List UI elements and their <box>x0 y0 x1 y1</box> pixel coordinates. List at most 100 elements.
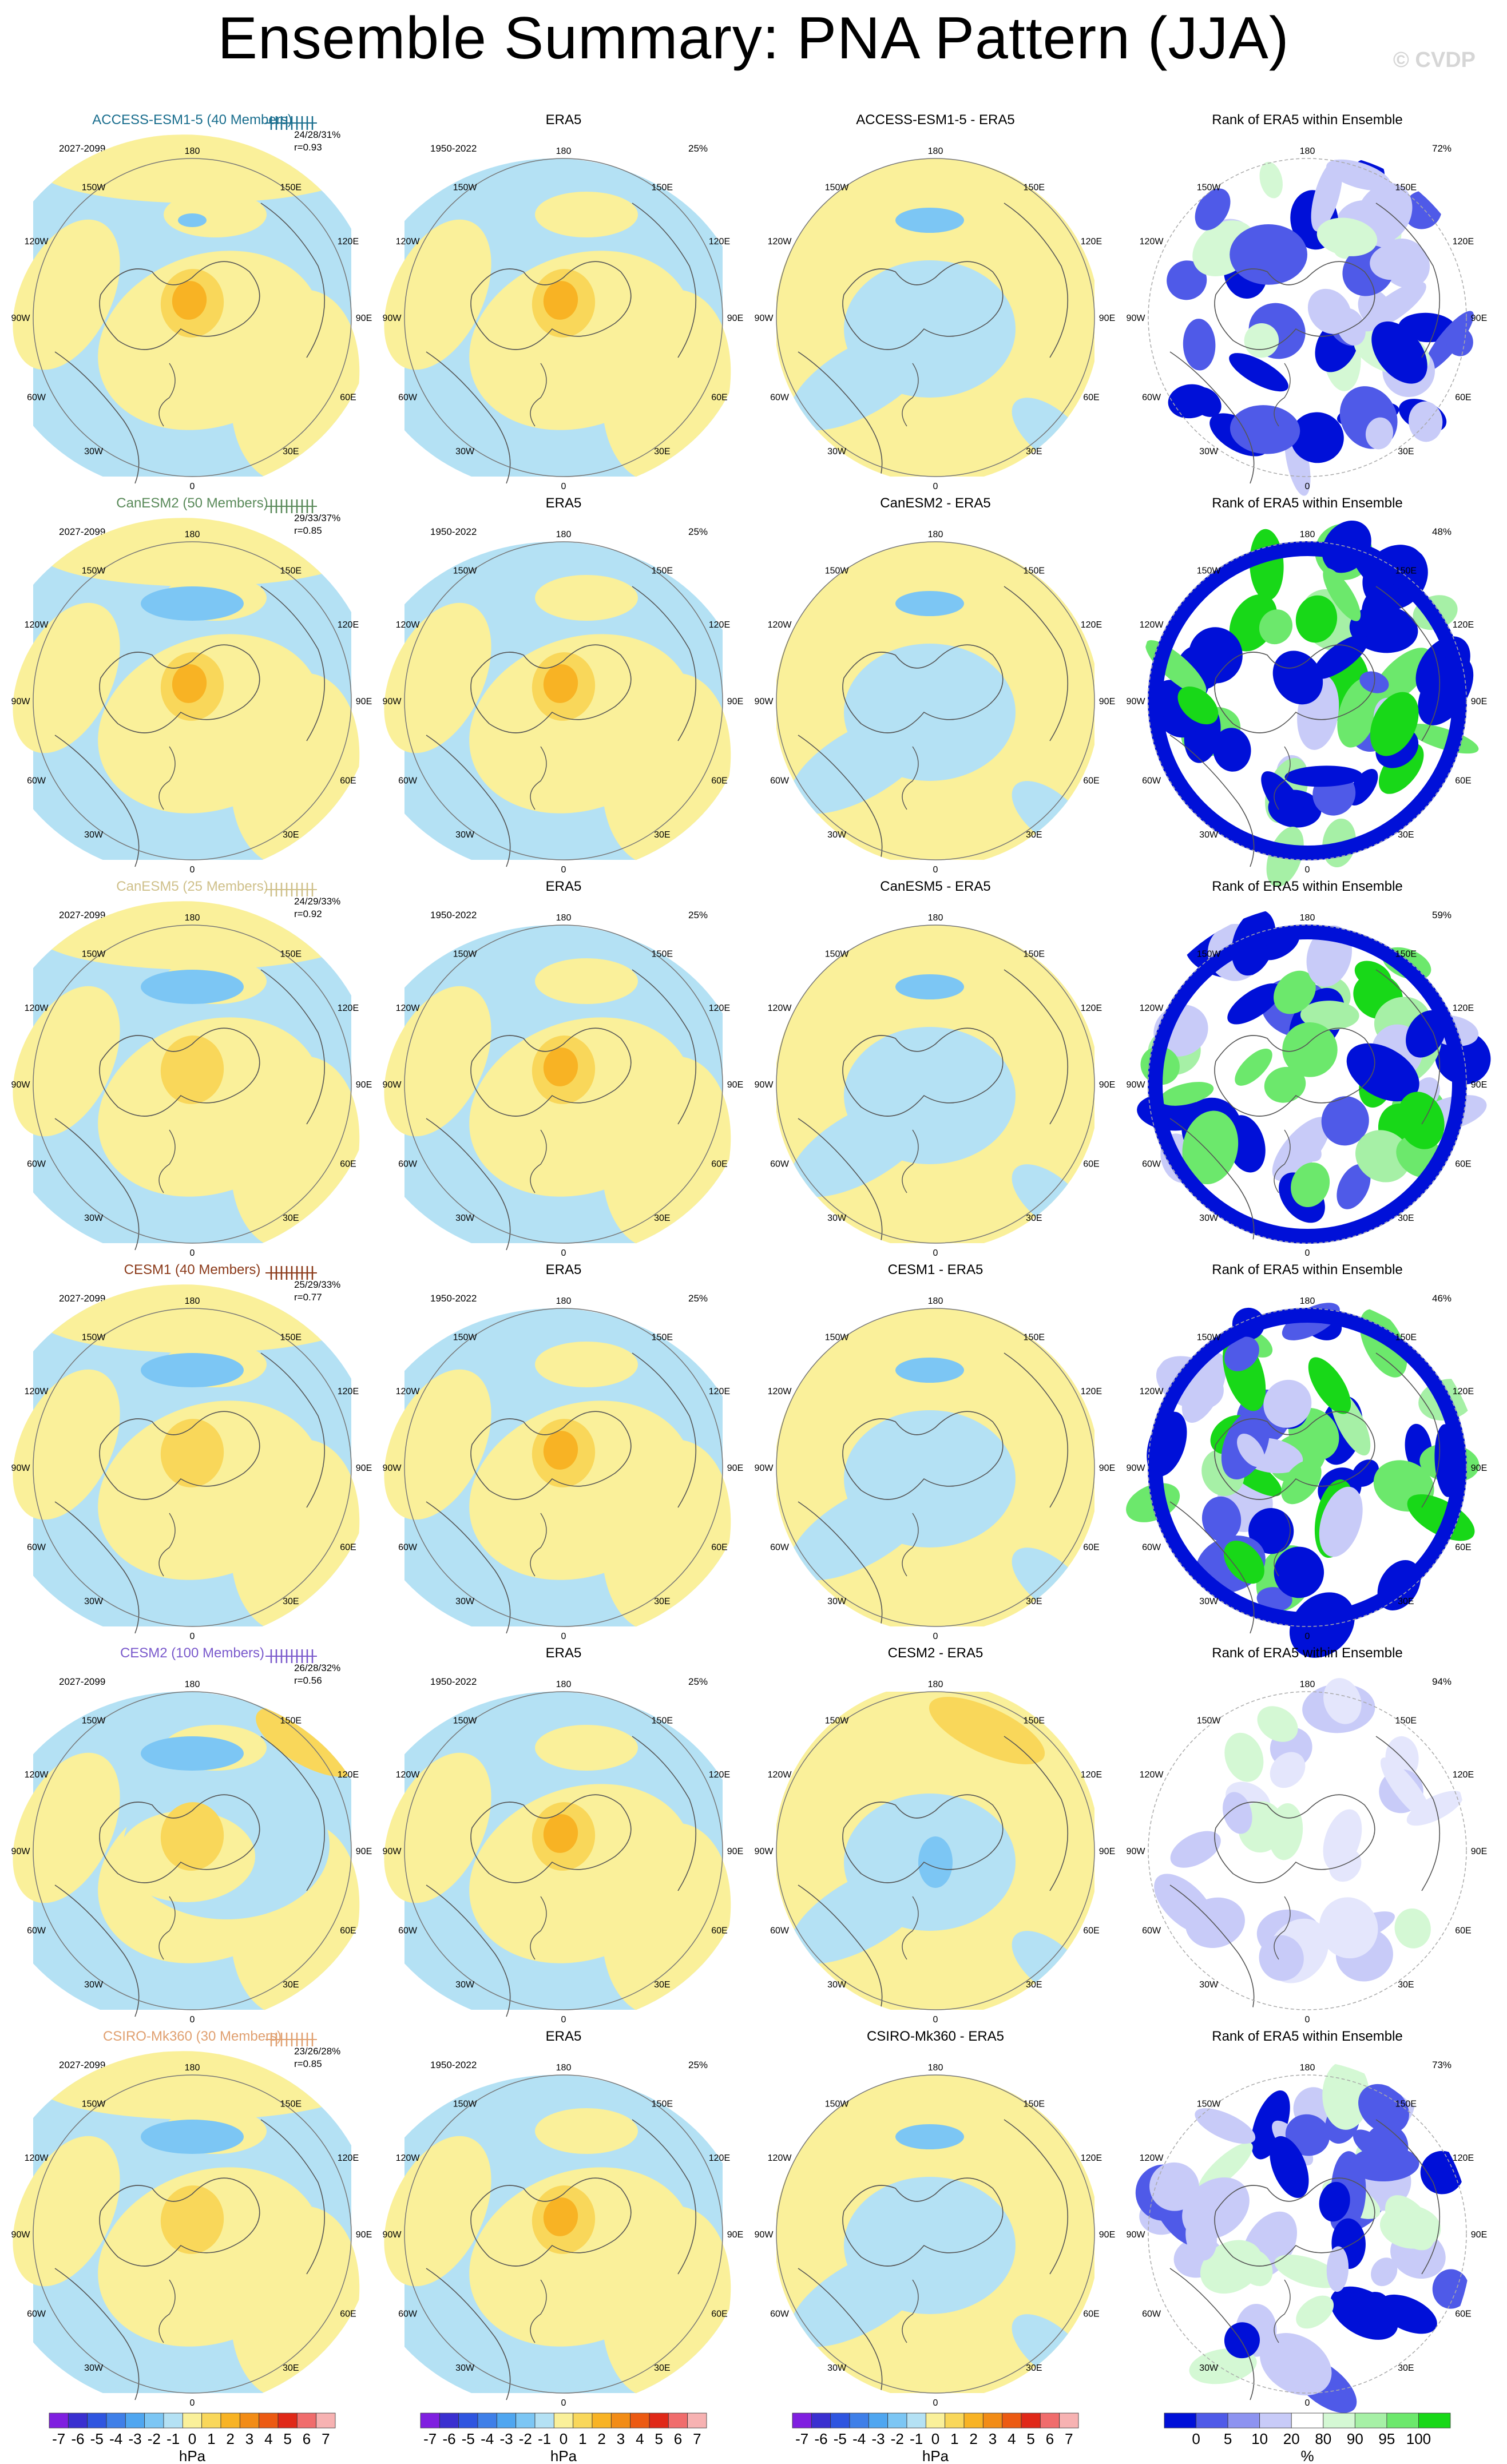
lon-label-upper_left: 150W <box>453 1716 478 1726</box>
lon-label-right_upper: 120E <box>709 237 730 247</box>
lon-label-right_upper: 120E <box>709 620 730 630</box>
lon-label-left: 90W <box>11 1080 31 1090</box>
lon-label-right_upper: 120E <box>338 1003 359 1013</box>
lon-label-left: 90W <box>11 2230 31 2240</box>
page-title: Ensemble Summary: PNA Pattern (JJA) <box>217 5 1290 72</box>
lon-label-left_upper: 120W <box>396 1387 421 1396</box>
lon-label-upper_right: 150E <box>280 2100 302 2109</box>
colorbar-swatch <box>420 2413 440 2429</box>
lon-label-right_lower: 60E <box>1083 1543 1099 1553</box>
colorbar-tick-label: -1 <box>910 2430 923 2447</box>
lon-label-right: 90E <box>1099 314 1115 323</box>
lon-label-bottom: 0 <box>933 482 938 491</box>
difference-title: CanESM2 - ERA5 <box>880 495 990 511</box>
lon-label-left_lower: 60W <box>27 1926 46 1936</box>
rank-percent: 59% <box>1432 910 1452 920</box>
colorbar-swatch <box>534 2413 554 2429</box>
obs-title: ERA5 <box>546 1645 582 1661</box>
colorbar-rank: 0 5 10 20 80 90 95 100% <box>1164 2413 1451 2464</box>
difference-title: ACCESS-ESM1-5 - ERA5 <box>856 112 1014 128</box>
lon-label-right: 90E <box>1099 1080 1115 1090</box>
lon-label-upper_left: 150W <box>82 950 106 959</box>
obs-title: ERA5 <box>546 112 582 128</box>
era5-pattern-map <box>384 1308 731 1634</box>
lon-label-upper_right: 150E <box>280 1716 302 1726</box>
lon-label-left: 90W <box>1127 697 1146 707</box>
credit-label: © CVDP <box>1393 48 1476 72</box>
lon-label-right_lower: 60E <box>711 1543 727 1553</box>
colorbar-tick-label: 0 <box>560 2430 568 2447</box>
colorbar-tick-label: 90 <box>1347 2430 1363 2447</box>
lon-label-upper_right: 150E <box>652 183 673 193</box>
lon-label-top: 180 <box>185 2063 200 2073</box>
lon-label-right_upper: 120E <box>1453 1387 1474 1396</box>
colorbar-tick-label: 6 <box>303 2430 311 2447</box>
lon-label-right_upper: 120E <box>1081 1387 1102 1396</box>
model-pattern-map <box>13 901 360 1251</box>
obs-variance: 25% <box>688 910 708 920</box>
lon-label-right_lower: 60E <box>1455 1543 1471 1553</box>
lon-label-left: 90W <box>1127 1847 1146 1856</box>
lon-label-upper_left: 150W <box>825 183 850 193</box>
lon-label-upper_left: 150W <box>825 566 850 576</box>
lon-label-right: 90E <box>727 314 743 323</box>
lon-label-bottom: 0 <box>561 2398 566 2408</box>
lon-label-lower_right: 30E <box>283 1597 299 1606</box>
era5-pattern-map <box>384 158 731 484</box>
spread-stats: 24/28/31% <box>294 129 340 140</box>
lon-label-left: 90W <box>755 1080 774 1090</box>
difference-title: CESM1 - ERA5 <box>888 1262 983 1277</box>
colorbar-swatch <box>849 2413 869 2429</box>
lon-label-right: 90E <box>356 1080 372 1090</box>
lon-label-right_upper: 120E <box>709 1003 730 1013</box>
rank-map <box>1137 910 1491 1250</box>
colorbar-swatch <box>106 2413 126 2429</box>
lon-label-lower_left: 30W <box>84 1980 104 1990</box>
lon-label-right: 90E <box>1099 1463 1115 1473</box>
colorbar-swatch <box>439 2413 459 2429</box>
lon-label-right: 90E <box>727 1463 743 1473</box>
lon-label-left_upper: 120W <box>1140 620 1164 630</box>
lon-label-right_lower: 60E <box>711 393 727 403</box>
colorbar-tick-label: 0 <box>931 2430 939 2447</box>
lon-label-upper_left: 150W <box>825 950 850 959</box>
colorbar-tick-label: -6 <box>442 2430 455 2447</box>
colorbar-swatch <box>887 2413 907 2429</box>
lon-label-lower_right: 30E <box>1398 2363 1414 2373</box>
lon-label-right: 90E <box>1471 697 1487 707</box>
lon-label-bottom: 0 <box>190 1248 195 1258</box>
spread-whisker <box>265 1649 317 1663</box>
lon-label-left: 90W <box>11 697 31 707</box>
lon-label-left_lower: 60W <box>1142 393 1161 403</box>
colorbar-swatch <box>573 2413 593 2429</box>
colorbar-tick-label: -4 <box>852 2430 866 2447</box>
era5-pattern-map <box>384 2074 731 2400</box>
rank-title: Rank of ERA5 within Ensemble <box>1212 2029 1403 2044</box>
lon-label-lower_left: 30W <box>455 1980 475 1990</box>
lon-label-left: 90W <box>383 1847 402 1856</box>
colorbar-tick-label: 5 <box>283 2430 291 2447</box>
colorbar-tick-label: 7 <box>1065 2430 1073 2447</box>
colorbar-tick-label: 10 <box>1251 2430 1268 2447</box>
lon-label-lower_right: 30E <box>1398 1597 1414 1606</box>
colorbar-swatch <box>553 2413 574 2429</box>
pattern-correlation: r=0.93 <box>294 142 322 153</box>
lon-label-right: 90E <box>356 314 372 323</box>
lon-label-left_upper: 120W <box>396 1003 421 1013</box>
lon-label-right_upper: 120E <box>1453 620 1474 630</box>
lon-label-top: 180 <box>928 2063 943 2073</box>
lon-label-bottom: 0 <box>933 865 938 875</box>
lon-label-right_upper: 120E <box>338 1770 359 1780</box>
lon-label-lower_left: 30W <box>455 2363 475 2373</box>
lon-label-right_upper: 120E <box>1081 1003 1102 1013</box>
lon-label-top: 180 <box>185 1296 200 1306</box>
difference-map <box>776 1691 1095 2017</box>
obs-period: 1950-2022 <box>430 1676 477 1687</box>
rank-map <box>1126 1303 1480 1658</box>
lon-label-left_lower: 60W <box>1142 1160 1161 1169</box>
model-title: CanESM2 (50 Members) <box>116 495 268 511</box>
lon-label-right: 90E <box>727 2230 743 2240</box>
spread-stats: 23/26/28% <box>294 2046 340 2057</box>
model-title: CESM2 (100 Members) <box>120 1645 264 1661</box>
lon-label-right_upper: 120E <box>338 1387 359 1396</box>
